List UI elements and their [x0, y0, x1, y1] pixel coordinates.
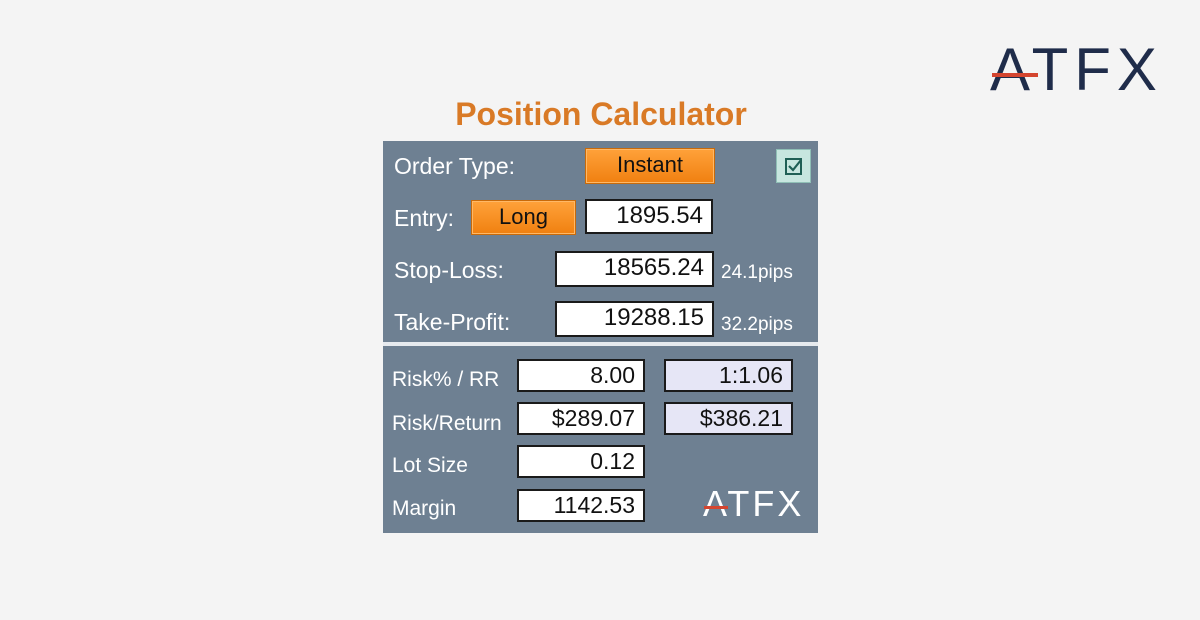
checkbox-icon [784, 158, 802, 175]
brand-logo-accent [992, 73, 1038, 77]
margin-value: 1142.53 [517, 489, 645, 522]
take-profit-pips: 32.2pips [721, 314, 793, 335]
take-profit-label: Take-Profit: [394, 309, 511, 335]
take-profit-input[interactable]: 19288.15 [555, 301, 714, 337]
entry-label: Entry: [394, 205, 455, 231]
panel-divider [383, 342, 818, 346]
panel-logo-accent [704, 506, 728, 509]
panel-logo: ATFX [703, 484, 811, 524]
panel-logo-text: ATFX [703, 483, 805, 524]
order-type-button[interactable]: Instant [585, 148, 715, 184]
lot-size-label: Lot Size [392, 454, 468, 477]
brand-logo-text: ATFX [990, 36, 1163, 103]
margin-label: Margin [392, 497, 457, 520]
entry-price-input[interactable]: 1895.54 [585, 199, 713, 234]
risk-return-label: Risk/Return [392, 412, 502, 435]
brand-logo: ATFX [990, 38, 1170, 102]
confirm-checkbox[interactable] [776, 149, 811, 183]
stop-loss-input[interactable]: 18565.24 [555, 251, 714, 287]
rr-ratio-value: 1:1.06 [664, 359, 793, 392]
risk-rr-label: Risk% / RR [392, 368, 500, 391]
risk-percent-input[interactable]: 8.00 [517, 359, 645, 392]
risk-amount-value: $289.07 [517, 402, 645, 435]
stop-loss-label: Stop-Loss: [394, 257, 504, 283]
lot-size-value: 0.12 [517, 445, 645, 478]
calculator-title: Position Calculator [455, 96, 747, 132]
direction-long-button[interactable]: Long [471, 200, 576, 235]
order-type-label: Order Type: [394, 153, 516, 179]
stop-loss-pips: 24.1pips [721, 262, 793, 283]
return-amount-value: $386.21 [664, 402, 793, 435]
